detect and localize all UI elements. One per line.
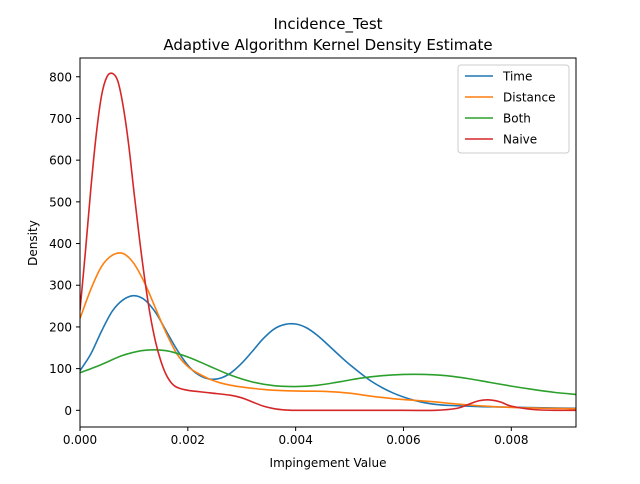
y-tick-label: 400 (49, 237, 72, 251)
legend-label-both: Both (503, 112, 531, 126)
x-tick-label: 0.006 (386, 433, 420, 447)
legend-label-time: Time (502, 70, 532, 84)
series-line-distance (80, 252, 576, 410)
y-tick-label: 800 (49, 70, 72, 84)
series-line-time (80, 294, 576, 410)
y-tick-label: 100 (49, 362, 72, 376)
y-tick-label: 500 (49, 195, 72, 209)
y-tick-label: 0 (64, 404, 72, 418)
y-axis-label: Density (26, 220, 40, 266)
y-axis-ticks: 0 100 200 300 400 500 600 700 800 (49, 70, 80, 418)
y-tick-label: 600 (49, 154, 72, 168)
series-line-both (80, 348, 576, 396)
legend: Time Distance Both Naive (457, 64, 570, 154)
plot-series (80, 72, 576, 412)
x-axis-ticks: 0.000 0.002 0.004 0.006 0.008 (63, 427, 528, 447)
x-axis-label: Impingement Value (270, 456, 387, 470)
chart-subtitle: Adaptive Algorithm Kernel Density Estima… (163, 36, 492, 54)
x-tick-label: 0.002 (171, 433, 205, 447)
x-tick-label: 0.000 (63, 433, 97, 447)
plot-frame (79, 57, 577, 428)
legend-box (457, 64, 570, 154)
y-tick-label: 700 (49, 112, 72, 126)
chart-title: Incidence_Test (273, 15, 382, 34)
y-tick-label: 200 (49, 320, 72, 334)
y-tick-label: 300 (49, 279, 72, 293)
legend-label-naive: Naive (503, 133, 537, 147)
x-tick-label: 0.004 (278, 433, 312, 447)
legend-label-distance: Distance (503, 91, 555, 105)
series-line-naive (80, 72, 576, 412)
x-tick-label: 0.008 (494, 433, 528, 447)
